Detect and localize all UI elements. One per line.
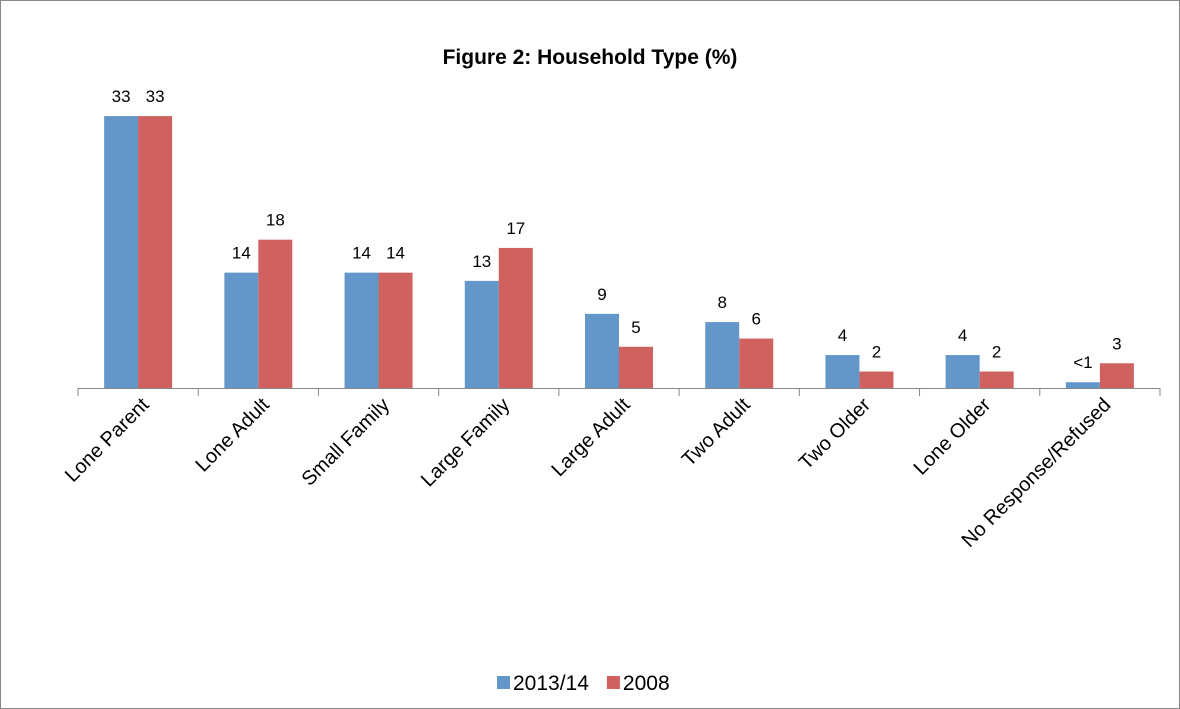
bar xyxy=(979,371,1014,388)
bar xyxy=(344,272,379,388)
data-label: 33 xyxy=(112,87,131,106)
bar xyxy=(825,355,860,388)
data-label: 17 xyxy=(506,219,525,238)
bar xyxy=(945,355,980,388)
legend-label: 2008 xyxy=(623,672,670,695)
data-label: 5 xyxy=(631,318,640,337)
data-label: 3 xyxy=(1112,334,1121,353)
legend-swatch xyxy=(606,676,620,689)
chart-title: Figure 2: Household Type (%) xyxy=(443,46,738,69)
bar xyxy=(378,272,413,388)
bar xyxy=(619,346,653,388)
data-label: 18 xyxy=(266,211,285,230)
data-label: 6 xyxy=(751,310,760,329)
bar xyxy=(705,322,740,388)
bar xyxy=(739,338,774,388)
bar xyxy=(104,116,139,388)
data-label: 33 xyxy=(146,87,165,106)
bar xyxy=(1065,382,1100,388)
bar xyxy=(224,272,259,388)
data-label: 13 xyxy=(472,252,491,271)
bar xyxy=(1099,363,1134,388)
data-label: 9 xyxy=(597,285,606,304)
legend-label: 2013/14 xyxy=(513,672,589,695)
bar xyxy=(498,247,533,388)
data-label: 14 xyxy=(386,244,405,263)
data-label: 14 xyxy=(232,244,251,263)
data-label: 4 xyxy=(838,326,847,345)
data-label: 2 xyxy=(872,343,881,362)
bar xyxy=(585,313,619,388)
bar xyxy=(464,280,499,388)
bar xyxy=(859,371,894,388)
data-label: 14 xyxy=(352,244,371,263)
bar xyxy=(258,239,293,388)
data-label: 2 xyxy=(992,343,1001,362)
bar xyxy=(138,116,173,388)
legend-swatch xyxy=(497,676,510,689)
data-label: 8 xyxy=(717,293,726,312)
data-label: <1 xyxy=(1073,353,1092,372)
data-label: 4 xyxy=(958,326,967,345)
